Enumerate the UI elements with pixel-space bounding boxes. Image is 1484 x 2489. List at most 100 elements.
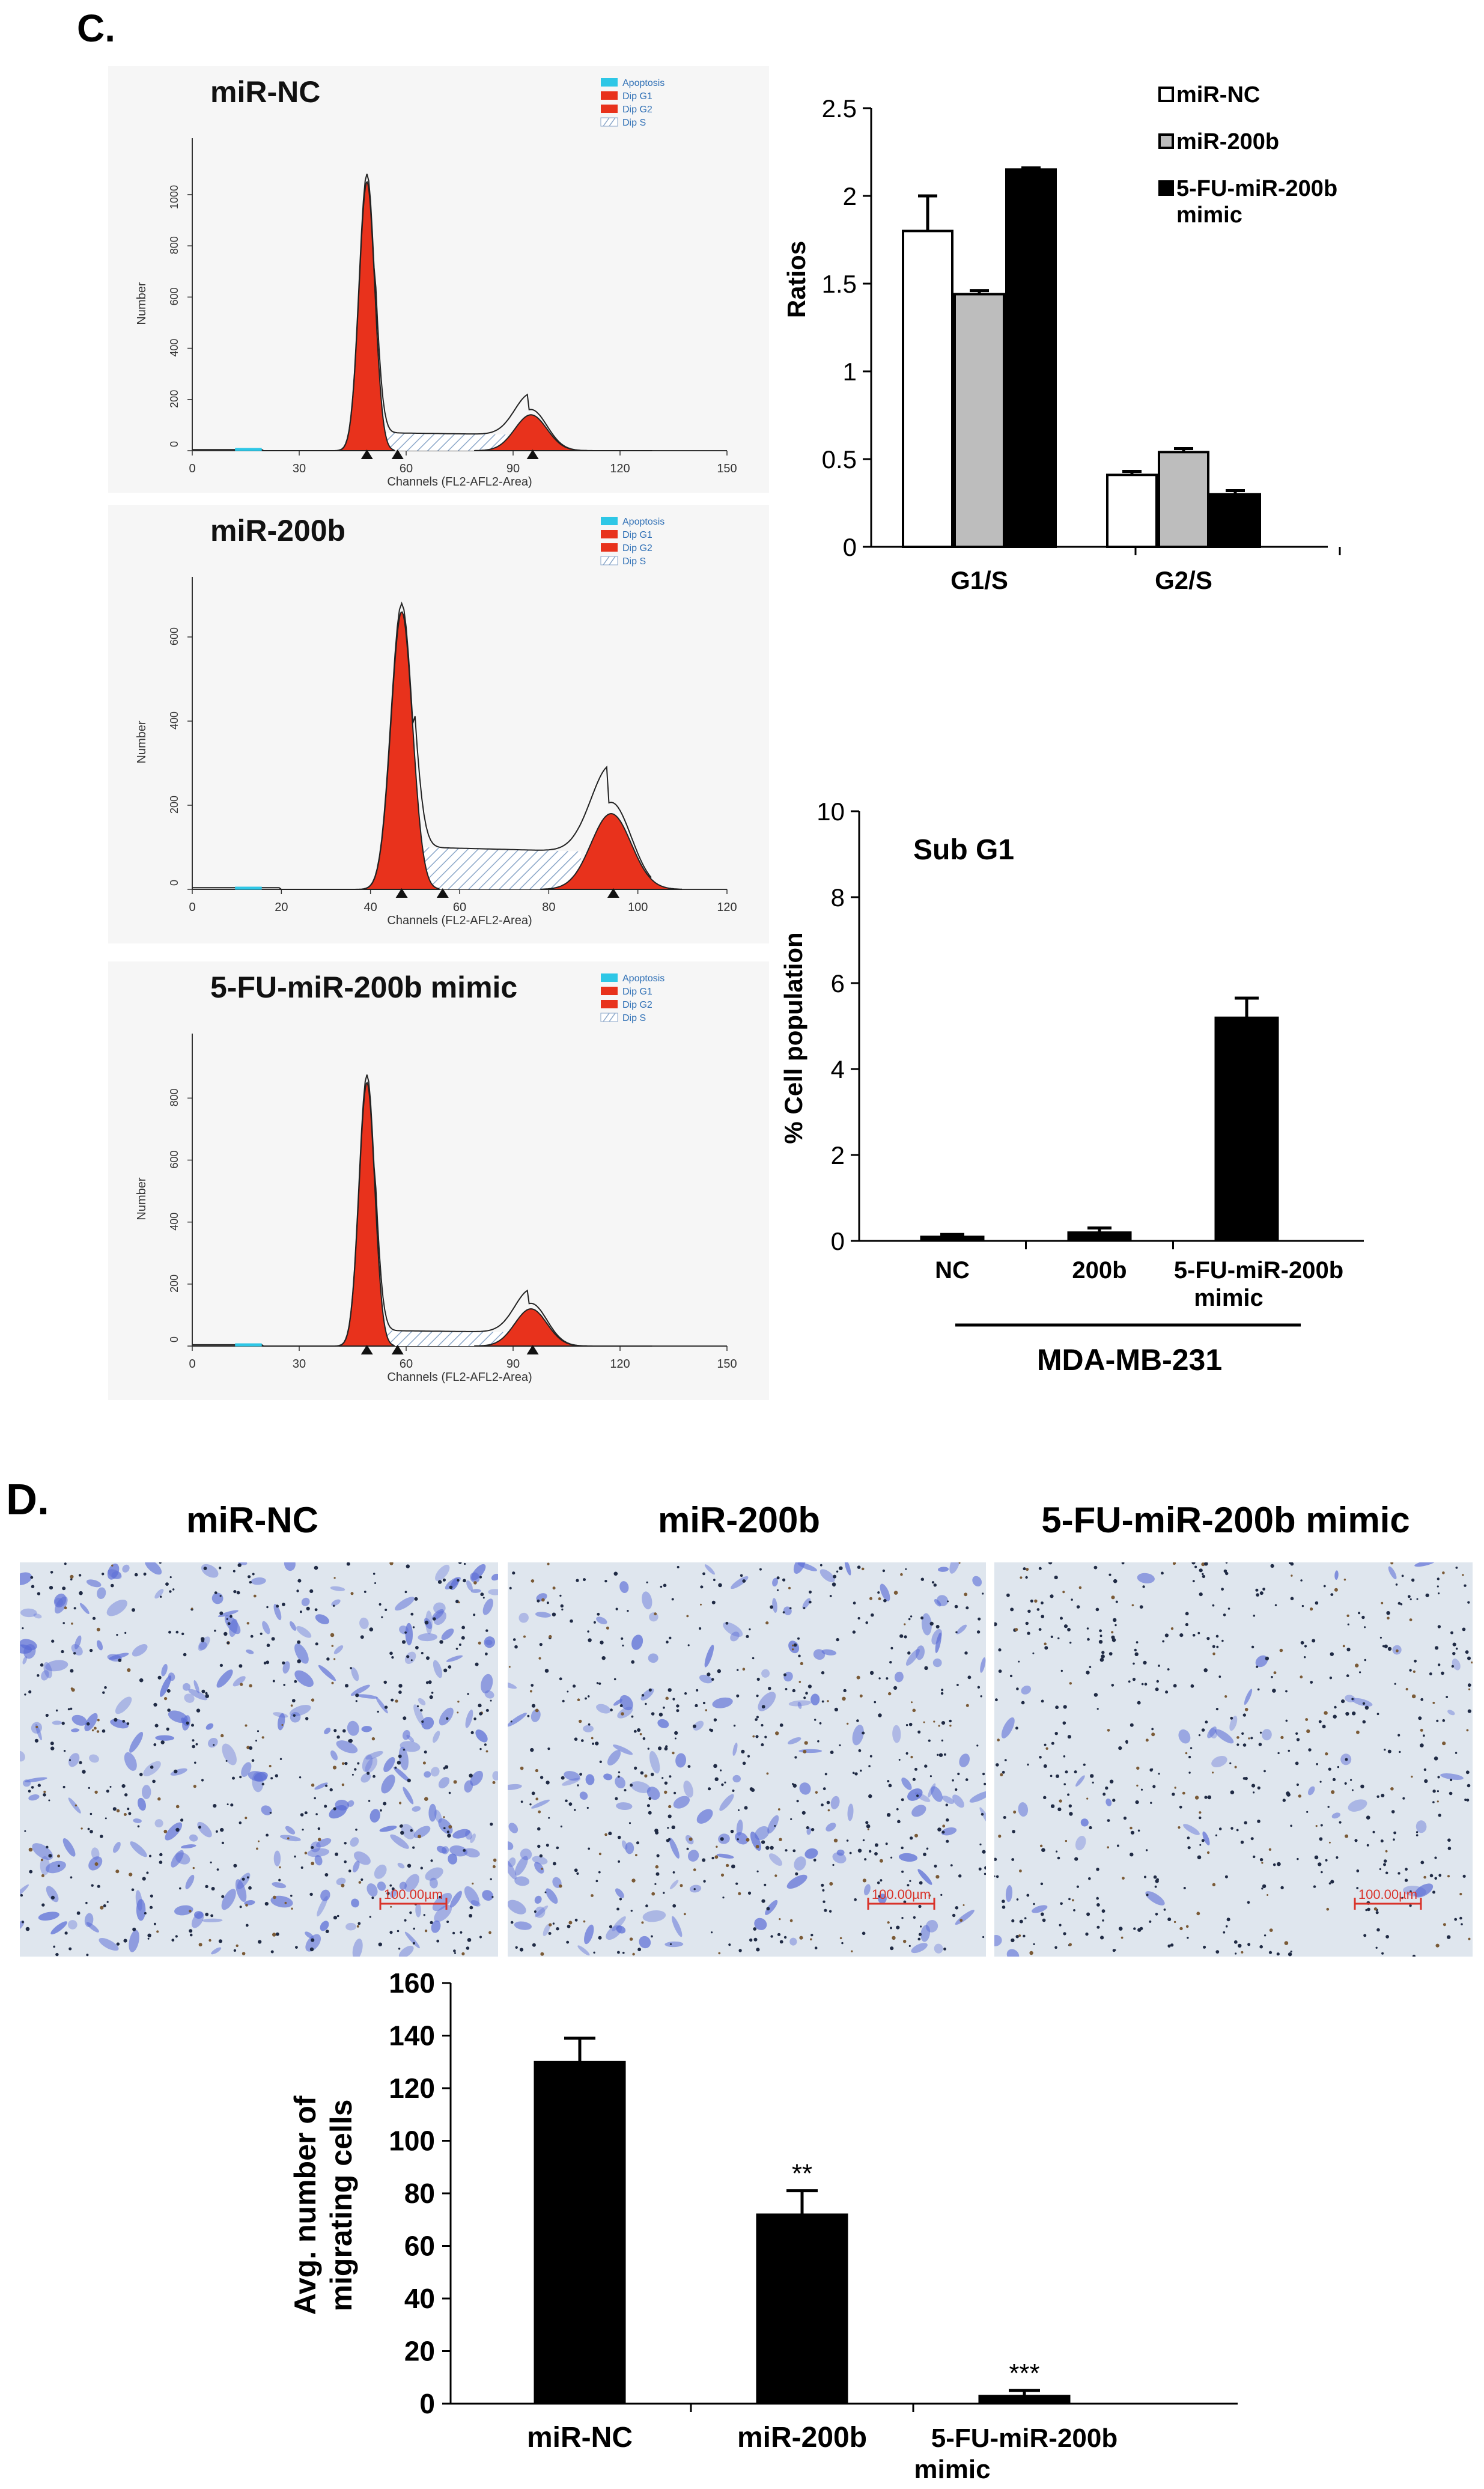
pore-dot (1425, 1593, 1429, 1597)
pore-dot (473, 1717, 476, 1720)
pore-dot (1069, 1641, 1072, 1644)
pore-dot (164, 1697, 168, 1701)
pore-dot (1330, 1880, 1334, 1884)
pore-dot (472, 1882, 474, 1885)
pore-dot (249, 1581, 252, 1584)
stained-cell (1211, 1755, 1227, 1768)
pore-dot (962, 1904, 965, 1906)
pore-dot (1038, 1628, 1042, 1631)
stained-cell (671, 1916, 683, 1937)
pore-dot (1467, 1784, 1471, 1788)
legend-swatch (601, 1000, 618, 1008)
pore-dot (258, 1840, 260, 1842)
pore-dot (556, 1846, 559, 1850)
pore-dot (1401, 1896, 1403, 1899)
pore-dot (1187, 1846, 1191, 1850)
pore-dot (1174, 1787, 1176, 1789)
pore-dot (273, 1895, 276, 1899)
pore-dot (1187, 1937, 1189, 1939)
pore-dot (1409, 1598, 1412, 1601)
y-tick-label: 0 (831, 1227, 845, 1255)
stained-cell (1255, 1655, 1268, 1668)
pore-dot (1290, 1951, 1292, 1953)
pore-dot (355, 1693, 359, 1698)
x-tick-label: 0 (189, 462, 195, 475)
pore-dot (938, 1725, 940, 1727)
pore-dot (867, 1828, 869, 1830)
pore-dot (150, 1906, 153, 1909)
stained-cell (959, 1753, 970, 1767)
pore-dot (309, 1892, 313, 1896)
pore-dot (297, 1579, 302, 1583)
pore-dot (979, 1843, 982, 1845)
pore-dot (208, 1939, 211, 1942)
pore-dot (457, 1711, 459, 1714)
pore-dot (618, 1771, 621, 1773)
stained-cell (130, 1841, 147, 1857)
pore-dot (139, 1678, 144, 1683)
pore-dot (1136, 1766, 1140, 1770)
pore-dot (672, 1752, 675, 1755)
pore-dot (1063, 1755, 1066, 1758)
pore-dot (1067, 1735, 1071, 1739)
pore-dot (1226, 1918, 1230, 1922)
pore-dot (759, 1568, 762, 1571)
pore-dot (577, 1698, 580, 1701)
pore-dot (574, 1868, 578, 1872)
pore-dot (485, 1653, 488, 1656)
pore-dot (581, 1739, 584, 1742)
pore-dot (596, 1682, 599, 1684)
pore-dot (1113, 1579, 1118, 1583)
pore-dot (1093, 1565, 1098, 1570)
stained-cell (642, 1910, 666, 1922)
pore-dot (510, 1720, 512, 1723)
pore-dot (1434, 1856, 1437, 1859)
pore-dot (272, 1933, 276, 1937)
pore-dot (1381, 1794, 1385, 1797)
pore-dot (539, 1854, 543, 1858)
x-tick-label: 60 (453, 901, 466, 914)
pore-dot (561, 1608, 564, 1610)
pore-dot (860, 1769, 862, 1772)
g2-peak (540, 812, 683, 890)
pore-dot (1044, 1743, 1047, 1746)
stained-cell (687, 1850, 699, 1862)
pore-dot (1121, 1936, 1124, 1939)
pore-dot (270, 1777, 273, 1780)
pore-dot (1230, 1827, 1233, 1830)
pore-dot (1033, 1903, 1035, 1906)
stained-cell (202, 1918, 223, 1922)
pore-dot (940, 1893, 943, 1896)
pore-dot (890, 1856, 893, 1859)
stained-cell (847, 1803, 854, 1821)
pore-dot (810, 1828, 815, 1832)
pore-dot (622, 1644, 624, 1647)
pore-dot (1346, 1674, 1349, 1677)
pore-dot (1027, 1631, 1030, 1635)
s-phase-region (382, 433, 507, 451)
stained-cell (630, 1781, 651, 1793)
pore-dot (1379, 1636, 1382, 1639)
stained-cell (221, 1889, 236, 1910)
pore-dot (116, 1809, 120, 1812)
pore-dot (282, 1603, 285, 1606)
pore-dot (608, 1832, 612, 1836)
pore-dot (1063, 1932, 1066, 1936)
pore-dot (311, 1862, 315, 1865)
stained-cell (216, 1669, 233, 1688)
stained-cell (74, 1635, 82, 1650)
pore-dot (492, 1781, 496, 1784)
y-axis-label: % Cell population (779, 932, 807, 1144)
stained-cell (788, 1641, 800, 1654)
pore-dot (1115, 1624, 1117, 1627)
pore-dot (537, 1844, 541, 1848)
stained-cell (331, 1599, 341, 1606)
pore-dot (1346, 1614, 1349, 1617)
pore-dot (104, 1686, 107, 1689)
stained-cell (492, 1771, 498, 1781)
pore-dot (908, 1618, 911, 1621)
pore-dot (1096, 1925, 1100, 1929)
pore-dot (1206, 1851, 1210, 1854)
pore-dot (1212, 1652, 1215, 1656)
